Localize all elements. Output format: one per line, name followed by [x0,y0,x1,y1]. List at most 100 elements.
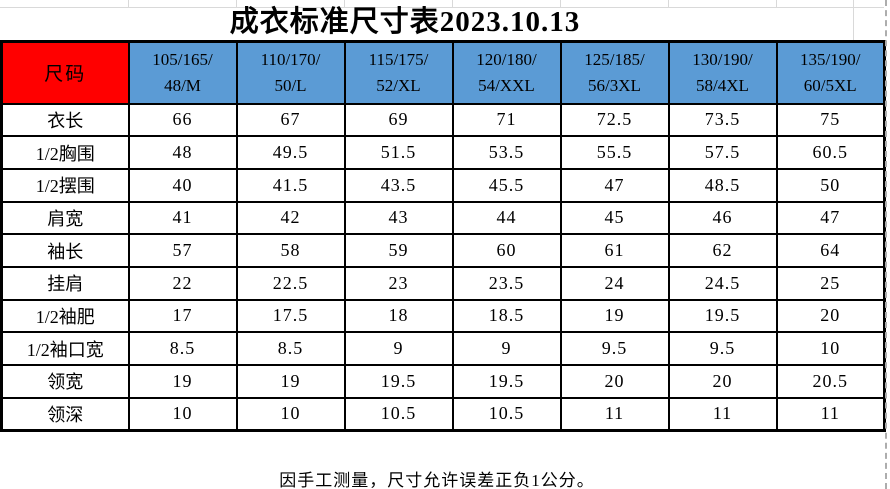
value-cell[interactable]: 23 [343,265,454,301]
value-cell[interactable]: 46 [667,200,778,236]
top-gridlines [0,0,884,8]
value-cell[interactable]: 49.5 [235,135,346,170]
value-cell[interactable]: 19.5 [343,364,454,399]
gridline-tick [853,0,854,7]
value-cell[interactable]: 20 [775,298,886,334]
value-cell[interactable]: 73.5 [667,102,778,138]
size-header-cell[interactable]: 130/190/58/4XL [667,40,778,105]
value-cell[interactable]: 61 [559,233,670,268]
value-cell[interactable]: 24.5 [667,265,778,301]
size-header-line: 135/190/ [800,50,861,70]
value-cell[interactable]: 62 [667,233,778,268]
footer-note[interactable]: 因手工测量，尺寸允许误差正负1公分。 [279,471,595,489]
value-cell[interactable]: 50 [775,167,886,203]
value-cell[interactable]: 53.5 [451,135,562,170]
value-cell[interactable]: 67 [235,102,346,138]
row-label-cell[interactable]: 1/2胸围 [0,135,130,170]
value-cell[interactable]: 72.5 [559,102,670,138]
gridline-tick [236,0,237,7]
size-header-cell[interactable]: 125/185/56/3XL [559,40,670,105]
value-cell[interactable]: 75 [775,102,886,138]
value-cell[interactable]: 22 [127,265,238,301]
value-cell[interactable]: 23.5 [451,265,562,301]
value-cell[interactable]: 45 [559,200,670,236]
size-header-cell[interactable]: 105/165/48/M [127,40,238,105]
value-cell[interactable]: 57 [127,233,238,268]
value-cell[interactable]: 41 [127,200,238,236]
value-cell[interactable]: 8.5 [127,331,238,366]
value-cell[interactable]: 19.5 [451,364,562,399]
value-cell[interactable]: 18 [343,298,454,334]
value-cell[interactable]: 41.5 [235,167,346,203]
size-header-cell[interactable]: 110/170/50/L [235,40,346,105]
value-cell[interactable]: 24 [559,265,670,301]
value-cell[interactable]: 40 [127,167,238,203]
value-cell[interactable]: 9 [343,331,454,366]
value-cell[interactable]: 47 [559,167,670,203]
value-cell[interactable]: 55.5 [559,135,670,170]
value-cell[interactable]: 58 [235,233,346,268]
value-cell[interactable]: 69 [343,102,454,138]
value-cell[interactable]: 44 [451,200,562,236]
size-header-cell[interactable]: 135/190/60/5XL [775,40,886,105]
row-label-cell[interactable]: 袖长 [0,233,130,268]
value-cell[interactable]: 11 [775,396,886,432]
row-label-cell[interactable]: 1/2袖肥 [0,298,130,334]
value-cell[interactable]: 51.5 [343,135,454,170]
value-cell[interactable]: 10 [235,396,346,432]
value-cell[interactable]: 71 [451,102,562,138]
corner-header-cell[interactable]: 尺码 [0,40,130,105]
row-label-cell[interactable]: 领深 [0,396,130,432]
value-cell[interactable]: 57.5 [667,135,778,170]
value-cell[interactable]: 48.5 [667,167,778,203]
value-cell[interactable]: 11 [559,396,670,432]
row-label-cell[interactable]: 1/2袖口宽 [0,331,130,366]
size-header-cell[interactable]: 120/180/54/XXL [451,40,562,105]
value-cell[interactable]: 66 [127,102,238,138]
page-title[interactable]: 成衣标准尺寸表2023.10.13 [229,6,581,38]
table-row: 挂肩 22 22.5 23 23.5 24 24.5 25 [0,265,886,301]
value-cell[interactable]: 20 [667,364,778,399]
value-cell[interactable]: 43 [343,200,454,236]
value-cell[interactable]: 19 [559,298,670,334]
value-cell[interactable]: 60 [451,233,562,268]
gridline-tick [452,0,453,7]
value-cell[interactable]: 20 [559,364,670,399]
value-cell[interactable]: 19 [235,364,346,399]
value-cell[interactable]: 8.5 [235,331,346,366]
value-cell[interactable]: 17.5 [235,298,346,334]
size-table: 尺码 105/165/48/M 110/170/50/L 115/175/52/XL… [0,40,886,432]
value-cell[interactable]: 10.5 [451,396,562,432]
value-cell[interactable]: 22.5 [235,265,346,301]
value-cell[interactable]: 11 [667,396,778,432]
size-header-line: 56/3XL [588,75,641,95]
value-cell[interactable]: 43.5 [343,167,454,203]
value-cell[interactable]: 9.5 [559,331,670,366]
row-label-cell[interactable]: 挂肩 [0,265,130,301]
value-cell[interactable]: 18.5 [451,298,562,334]
value-cell[interactable]: 9.5 [667,331,778,366]
value-cell[interactable]: 9 [451,331,562,366]
value-cell[interactable]: 47 [775,200,886,236]
value-cell[interactable]: 17 [127,298,238,334]
row-label-cell[interactable]: 肩宽 [0,200,130,236]
value-cell[interactable]: 64 [775,233,886,268]
value-cell[interactable]: 20.5 [775,364,886,399]
value-cell[interactable]: 10 [775,331,886,366]
gridline-tick [560,0,561,7]
value-cell[interactable]: 48 [127,135,238,170]
value-cell[interactable]: 19.5 [667,298,778,334]
value-cell[interactable]: 10.5 [343,396,454,432]
value-cell[interactable]: 19 [127,364,238,399]
row-label-cell[interactable]: 1/2摆围 [0,167,130,203]
value-cell[interactable]: 59 [343,233,454,268]
row-label-cell[interactable]: 衣长 [0,102,130,138]
value-cell[interactable]: 25 [775,265,886,301]
value-cell[interactable]: 45.5 [451,167,562,203]
value-cell[interactable]: 42 [235,200,346,236]
value-cell[interactable]: 10 [127,396,238,432]
value-cell[interactable]: 60.5 [775,135,886,170]
row-label-cell[interactable]: 领宽 [0,364,130,399]
size-header-cell[interactable]: 115/175/52/XL [343,40,454,105]
